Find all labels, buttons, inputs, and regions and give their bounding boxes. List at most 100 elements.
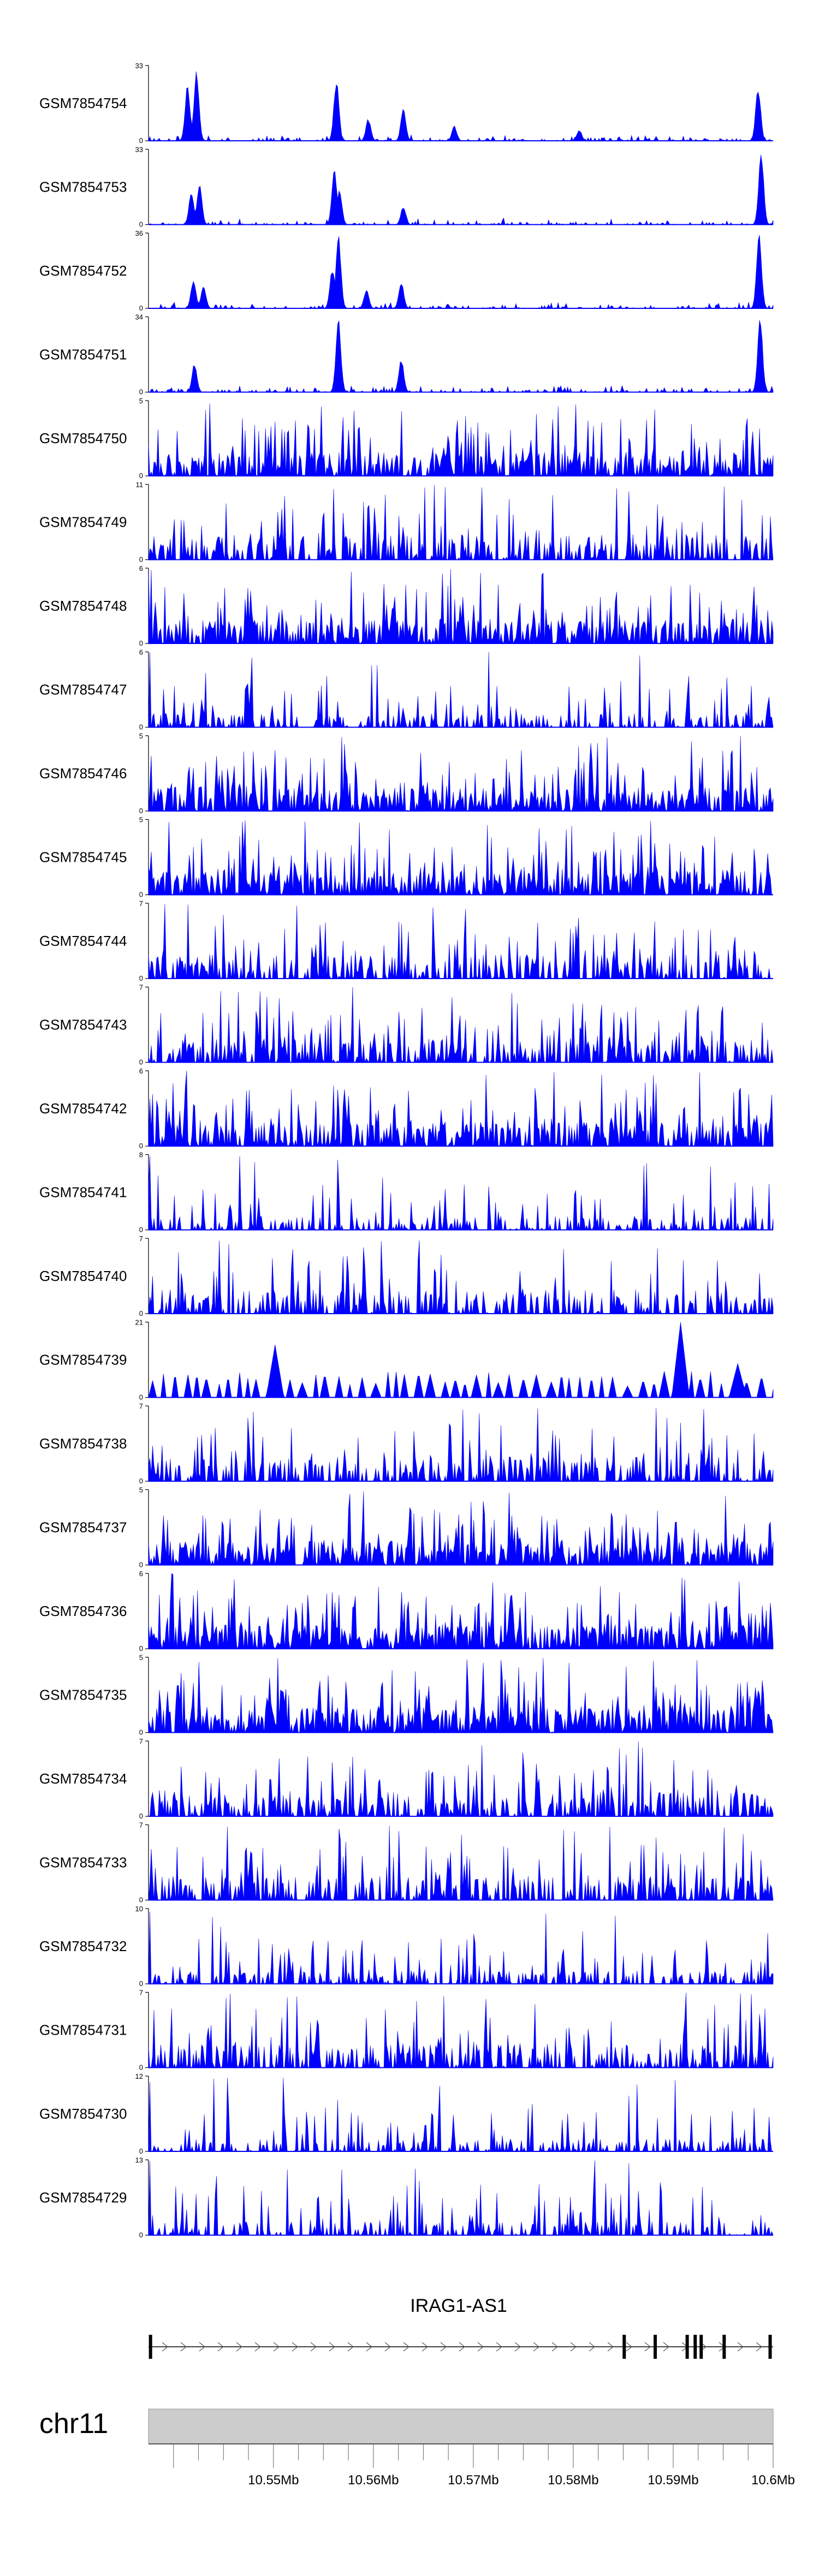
track-label: GSM7854746 — [39, 765, 127, 782]
signal-area — [148, 1322, 774, 1398]
signal-area — [147, 154, 774, 225]
track-GSM7854740: GSM7854740 7 0 — [39, 1235, 774, 1317]
chromosome-track: chr11 — [39, 2408, 774, 2444]
y-max-label: 7 — [139, 1402, 143, 1410]
strand-arrow — [199, 2342, 205, 2352]
signal-tracks: GSM7854754330GSM7854753330GSM7854752360G… — [39, 62, 774, 2239]
signal-area — [148, 485, 774, 560]
gene-track: IRAG1-AS1 — [149, 2295, 773, 2359]
track-label: GSM7854729 — [39, 2190, 127, 2206]
y-min-label: 0 — [139, 220, 143, 229]
y-min-label: 0 — [139, 1058, 143, 1066]
chromosome-bar — [148, 2408, 774, 2444]
track-GSM7854750: GSM7854750 5 0 — [39, 397, 774, 480]
track-label: GSM7854740 — [39, 1268, 127, 1284]
y-max-label: 12 — [135, 2072, 143, 2080]
strand-arrow — [440, 2342, 447, 2352]
track-label: GSM7854735 — [39, 1687, 127, 1703]
track-label: GSM7854748 — [39, 598, 127, 614]
track-label: GSM7854731 — [39, 2022, 127, 2038]
track-label: GSM7854737 — [39, 1519, 127, 1536]
x-tick-label: 10.56Mb — [348, 2473, 399, 2488]
y-min-label: 0 — [139, 1561, 143, 1569]
strand-arrow — [422, 2342, 428, 2352]
strand-arrow — [607, 2342, 614, 2352]
signal-area — [149, 1741, 774, 1817]
signal-area — [148, 1408, 774, 1482]
gene-label: IRAG1-AS1 — [410, 2295, 507, 2316]
strand-arrow — [477, 2342, 484, 2352]
signal-area — [148, 1993, 774, 2068]
signal-area — [148, 1826, 774, 1901]
track-label: GSM7854739 — [39, 1352, 127, 1368]
track-GSM7854739: GSM7854739 21 0 — [39, 1319, 774, 1402]
track-GSM7854736: GSM7854736 6 0 — [39, 1570, 774, 1653]
chromosome-label: chr11 — [39, 2408, 108, 2440]
strand-arrow — [273, 2342, 280, 2352]
track-GSM7854744: GSM7854744 7 0 — [39, 899, 773, 982]
track-GSM7854730: GSM7854730 12 0 — [39, 2072, 773, 2155]
track-GSM7854745: GSM7854745 5 0 — [39, 816, 773, 899]
strand-arrow — [551, 2342, 558, 2352]
strand-arrow — [756, 2342, 762, 2352]
track-GSM7854737: GSM7854737 5 0 — [39, 1486, 774, 1569]
track-GSM7854743: GSM7854743 7 0 — [39, 983, 774, 1066]
y-min-label: 0 — [139, 304, 143, 312]
y-max-label: 5 — [139, 816, 143, 824]
strand-arrow — [310, 2342, 317, 2352]
track-label: GSM7854747 — [39, 682, 127, 698]
y-min-label: 0 — [139, 136, 143, 145]
y-max-label: 13 — [135, 2156, 143, 2164]
track-GSM7854734: GSM7854734 7 0 — [39, 1737, 774, 1820]
y-min-label: 0 — [139, 1979, 143, 1988]
y-max-label: 34 — [135, 313, 143, 321]
y-min-label: 0 — [139, 1644, 143, 1653]
y-min-label: 0 — [139, 1226, 143, 1234]
y-max-label: 21 — [135, 1319, 143, 1327]
y-min-label: 0 — [139, 1393, 143, 1402]
y-max-label: 6 — [139, 1570, 143, 1578]
signal-area — [148, 1658, 774, 1733]
strand-arrow — [254, 2342, 261, 2352]
signal-area — [148, 987, 774, 1063]
strand-arrow — [589, 2342, 595, 2352]
track-label: GSM7854730 — [39, 2106, 127, 2122]
strand-arrow — [663, 2342, 669, 2352]
signal-area — [148, 820, 773, 896]
track-GSM7854752: GSM7854752 36 0 — [39, 229, 774, 312]
strand-arrow — [570, 2342, 577, 2352]
y-min-label: 0 — [139, 1728, 143, 1737]
track-GSM7854751: GSM7854751 34 0 — [39, 313, 774, 396]
track-label: GSM7854732 — [39, 1938, 127, 1954]
signal-area — [148, 569, 774, 645]
track-GSM7854733: GSM7854733 7 0 — [39, 1821, 774, 1904]
strand-arrow — [236, 2342, 242, 2352]
genome-axis: 10.55Mb 10.56Mb 10.57Mb 10.58Mb 10.59Mb 10.6M… — [149, 2443, 795, 2488]
strand-arrow — [347, 2342, 354, 2352]
track-GSM7854731: GSM7854731 7 0 — [39, 1989, 774, 2072]
x-tick-label: 10.55Mb — [248, 2473, 299, 2488]
strand-arrow — [366, 2342, 372, 2352]
y-min-label: 0 — [139, 1812, 143, 1820]
strand-arrow — [644, 2342, 651, 2352]
y-min-label: 0 — [139, 472, 143, 480]
track-label: GSM7854749 — [39, 514, 127, 530]
track-label: GSM7854751 — [39, 347, 127, 363]
track-GSM7854749: GSM7854749 11 0 — [39, 481, 774, 564]
x-tick-label: 10.58Mb — [548, 2473, 598, 2488]
track-GSM7854729: GSM7854729 13 0 — [39, 2156, 774, 2239]
x-tick-label: 10.59Mb — [648, 2473, 698, 2488]
gene-exon — [693, 2335, 697, 2359]
signal-area — [148, 2160, 774, 2236]
signal-area — [148, 652, 774, 728]
strand-arrow — [217, 2342, 224, 2352]
y-min-label: 0 — [139, 639, 143, 647]
track-label: GSM7854738 — [39, 1435, 127, 1452]
y-max-label: 5 — [139, 1486, 143, 1494]
y-min-label: 0 — [139, 1477, 143, 1485]
gene-exon — [654, 2335, 657, 2359]
signal-area — [149, 320, 774, 393]
signal-area — [148, 1911, 774, 1985]
track-label: GSM7854745 — [39, 849, 127, 866]
